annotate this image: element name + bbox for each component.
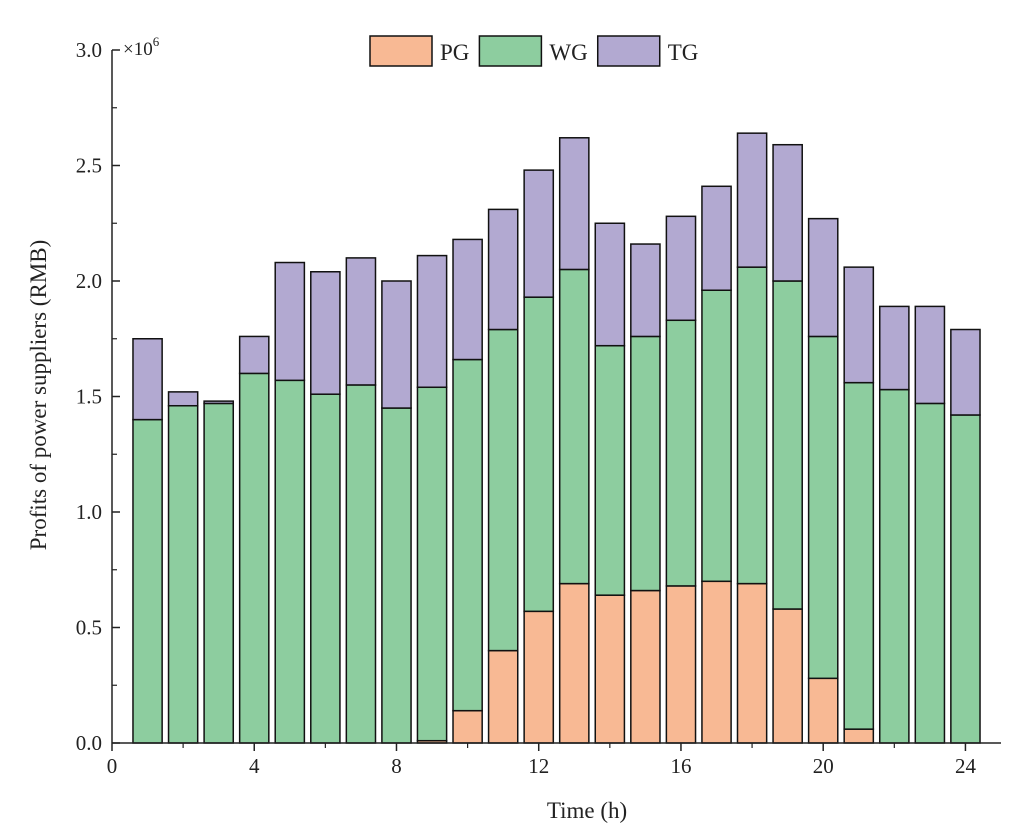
legend: PG WG TG [369,35,699,67]
y-tick-label: 1.5 [76,385,102,409]
bar-tg-18 [736,132,768,268]
bar-tg-21 [843,266,875,384]
x-tick-label: 24 [955,754,977,778]
bar-wg-20 [807,335,839,680]
bar-pg-10 [452,709,483,744]
y-axis-title: Profits of power suppliers (RMB) [26,240,51,550]
bar-tg-15 [630,243,661,338]
x-axis-title: Time (h) [547,798,627,823]
bar-pg-20 [807,677,839,744]
bar-tg-10 [452,238,483,361]
legend-swatch-wg [478,35,543,67]
bar-wg-22 [878,388,910,744]
bar-pg-15 [630,589,661,744]
y-tick-label: 3.0 [76,38,102,62]
bar-wg-12 [523,296,555,613]
bar-tg-24 [950,328,981,416]
bar-pg-16 [665,585,697,744]
bar-wg-19 [772,280,803,610]
bar-pg-17 [701,580,732,744]
bar-tg-9 [416,254,448,389]
bar-pg-18 [736,582,768,744]
legend-swatch-pg [369,35,433,67]
bar-pg-14 [594,594,626,744]
bar-wg-8 [381,407,412,744]
bar-wg-4 [238,372,270,744]
x-tick-label: 16 [670,754,691,778]
bar-wg-24 [950,414,981,744]
legend-label-tg: TG [668,40,699,65]
bar-wg-17 [701,289,732,583]
bar-wg-6 [310,393,341,744]
bar-wg-23 [914,402,946,744]
bar-pg-12 [523,610,555,744]
x-tick-label: 12 [528,754,549,778]
bar-tg-2 [167,391,199,407]
bar-tg-8 [381,280,412,409]
bar-tg-19 [772,143,803,282]
x-tick-label: 0 [107,754,118,778]
y-multiplier-label: ×106 [123,34,160,60]
bar-tg-5 [274,261,306,382]
bar-wg-7 [345,384,377,744]
bar-pg-19 [772,608,803,744]
bar-tg-14 [594,222,626,347]
bar-tg-6 [310,271,341,395]
legend-swatch-tg [596,35,661,67]
ticks-layer: 0.0 0.5 1.0 1.5 2.0 2.5 3.0 0 4 8 12 16 20 24 [76,38,977,778]
legend-label-pg: PG [440,40,469,65]
bar-wg-13 [558,268,590,585]
bar-tg-16 [665,215,697,322]
bar-tg-20 [807,217,839,338]
bar-wg-14 [594,344,626,596]
bar-wg-15 [630,335,661,592]
bar-wg-5 [274,379,306,744]
bar-tg-11 [487,208,519,331]
bar-wg-3 [203,402,235,744]
bar-tg-3 [203,400,235,405]
y-tick-label: 1.0 [76,500,102,524]
bar-wg-21 [843,381,875,730]
bar-tg-4 [238,335,270,375]
bar-tg-22 [878,305,910,391]
x-tick-label: 4 [249,754,260,778]
bar-wg-9 [416,386,448,742]
bar-wg-1 [132,418,163,744]
bar-wg-18 [736,266,768,585]
bar-tg-12 [523,169,555,298]
bar-tg-7 [345,257,377,386]
bar-tg-23 [914,305,946,405]
x-tick-label: 8 [391,754,402,778]
y-tick-label: 0.0 [76,731,102,755]
bar-wg-16 [665,319,697,587]
bars-layer [132,132,981,744]
legend-label-wg: WG [549,40,587,65]
bar-tg-13 [558,137,590,271]
y-tick-label: 2.0 [76,269,102,293]
bar-pg-11 [487,649,519,744]
bar-tg-1 [132,338,163,421]
bar-wg-11 [487,328,519,652]
y-tick-label: 0.5 [76,616,102,640]
bar-pg-13 [558,582,590,744]
x-tick-label: 20 [813,754,834,778]
bar-wg-10 [452,358,483,712]
bar-tg-17 [701,185,732,291]
bar-wg-2 [167,404,199,744]
y-tick-label: 2.5 [76,154,102,178]
bar-pg-21 [843,728,875,744]
